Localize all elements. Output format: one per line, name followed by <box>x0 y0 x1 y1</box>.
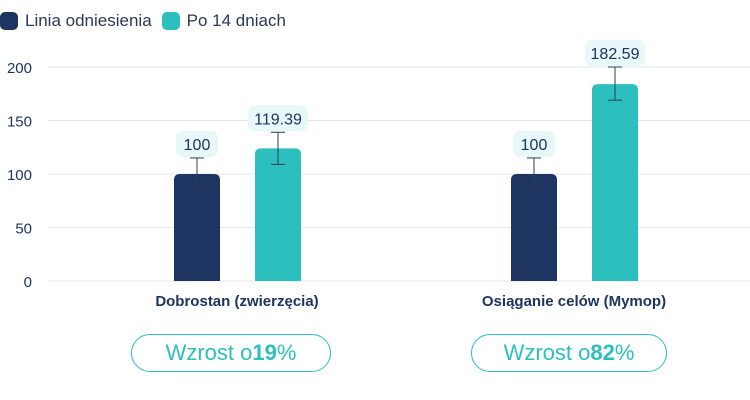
growth-badge-suffix: % <box>276 340 297 365</box>
y-tick-label: 0 <box>24 274 32 291</box>
legend-item-after-14-days: Po 14 dniach <box>161 11 286 31</box>
legend-label-after-14-days: Po 14 dniach <box>186 11 286 30</box>
bar <box>174 174 220 281</box>
x-category-label: Dobrostan (zwierzęcia) <box>155 293 318 310</box>
data-label-background <box>513 130 555 157</box>
growth-badge-prefix: Wzrost o <box>503 340 591 365</box>
legend: Linia odniesienia Po 14 dniach <box>0 11 296 31</box>
legend-swatch-baseline <box>0 12 18 30</box>
data-label-background <box>248 105 308 132</box>
growth-badge-wellbeing: Wzrost o 19% <box>131 334 331 372</box>
legend-swatch-after-14-days <box>161 12 180 30</box>
legend-item-baseline: Linia odniesienia <box>0 11 152 31</box>
data-label: 100 <box>184 137 211 154</box>
growth-badge-goals: Wzrost o 82% <box>471 334 667 372</box>
data-label: 182.59 <box>591 46 640 63</box>
y-tick-label: 50 <box>15 221 32 238</box>
x-category-label: Osiąganie celów (Mymop) <box>482 293 666 310</box>
bar <box>592 84 638 282</box>
y-tick-label: 150 <box>7 114 32 131</box>
growth-badge-value: 82 <box>590 340 615 365</box>
growth-badge-value: 19 <box>252 340 277 365</box>
data-label: 119.39 <box>254 111 302 128</box>
legend-label-baseline: Linia odniesienia <box>25 11 152 30</box>
growth-badge-prefix: Wzrost o <box>165 340 253 365</box>
y-tick-label: 200 <box>7 60 32 77</box>
data-label: 100 <box>521 137 548 154</box>
data-label-background <box>585 40 645 66</box>
growth-badge-suffix: % <box>614 340 635 365</box>
bar <box>511 174 557 281</box>
y-tick-label: 100 <box>7 167 32 184</box>
bar <box>255 148 301 281</box>
data-label-background <box>176 130 218 157</box>
